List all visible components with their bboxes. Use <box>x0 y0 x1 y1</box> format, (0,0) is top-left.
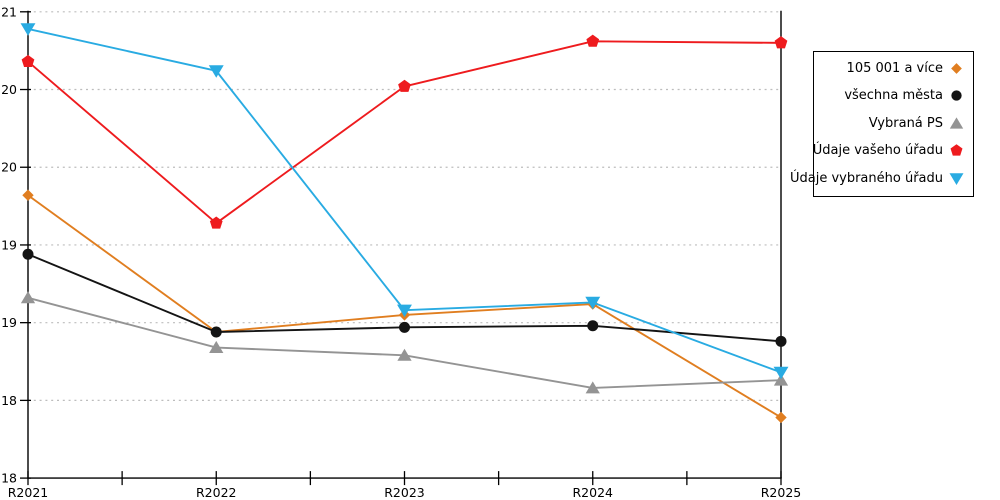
x-axis-tick-label: R2024 <box>573 485 614 500</box>
y-axis-tick-label: 20 <box>1 82 17 97</box>
diamond-glyph <box>951 62 962 74</box>
marker-udaje-vybraneho-uradu <box>397 304 412 318</box>
marker-udaje-vaseho-uradu <box>586 34 600 47</box>
marker-udaje-vybraneho-uradu <box>773 366 789 380</box>
legend-item-label: všechna města <box>844 88 943 103</box>
marker-udaje-vybraneho-uradu <box>585 296 601 310</box>
marker-vybrana-ps <box>20 291 36 304</box>
diamond-icon <box>951 62 962 74</box>
marker-vsechna-mesta <box>587 320 599 332</box>
triangle-down-icon <box>949 172 964 185</box>
legend-item-udaje-vaseho-uradu: Údaje vašeho úřadu <box>813 140 964 162</box>
pentagon-icon <box>950 144 963 156</box>
legend-item-label: Vybraná PS <box>868 115 943 131</box>
marker-vsechna-mesta <box>22 248 34 260</box>
marker-vybrana-ps <box>773 373 789 386</box>
legend-box: 105 001 a více všechna města Vybraná PS Úda… <box>790 51 974 197</box>
y-axis-tick-label: 18 <box>1 471 17 486</box>
marker-udaje-vaseho-uradu <box>21 54 35 67</box>
legend-item-label: 105 001 a více <box>846 60 943 76</box>
marker-105-001-a-vice <box>775 411 787 424</box>
legend-item-label: Údaje vybraného úřadu <box>789 170 943 186</box>
pentagon-glyph <box>950 144 963 156</box>
y-axis-tick-label: 20 <box>1 160 17 175</box>
marker-udaje-vaseho-uradu <box>209 216 223 229</box>
circle-icon <box>951 90 962 101</box>
marker-udaje-vybraneho-uradu <box>20 23 36 36</box>
x-axis-tick-label: R2023 <box>384 485 425 500</box>
marker-vsechna-mesta <box>399 321 410 333</box>
y-axis-tick-label: 19 <box>1 237 17 252</box>
legend-item-udaje-vybraneho-uradu: Údaje vybraného úřadu <box>790 167 964 189</box>
x-axis-tick-label: R2021 <box>8 485 49 500</box>
x-axis-tick-label: R2025 <box>761 485 802 500</box>
marker-udaje-vaseho-uradu <box>398 79 411 92</box>
marker-vybrana-ps <box>209 340 224 353</box>
circle-glyph <box>951 90 962 101</box>
marker-udaje-vaseho-uradu <box>774 36 788 49</box>
legend-item-vsechna-mesta: všechna města <box>820 85 964 107</box>
x-axis-tick-label: R2022 <box>196 485 237 500</box>
series-line-udaje-vaseho-uradu <box>27 40 782 225</box>
marker-vybrana-ps <box>585 381 600 394</box>
legend-item-label: Údaje vašeho úřadu <box>812 143 943 158</box>
marker-vsechna-mesta <box>210 326 222 338</box>
marker-udaje-vybraneho-uradu <box>208 65 224 78</box>
triangle-up-icon <box>949 116 964 129</box>
y-axis-tick-label: 18 <box>1 393 17 408</box>
marker-vsechna-mesta <box>775 335 787 347</box>
y-axis-tick-label: 21 <box>1 4 17 19</box>
triangle-up-glyph <box>949 116 964 129</box>
marker-vybrana-ps <box>397 348 412 361</box>
y-axis-tick-label: 19 <box>1 315 17 330</box>
legend-item-vybrana-ps: Vybraná PS <box>820 112 964 134</box>
triangle-down-glyph <box>949 172 964 185</box>
legend-item-105-001-a-vice: 105 001 a více <box>820 57 964 79</box>
